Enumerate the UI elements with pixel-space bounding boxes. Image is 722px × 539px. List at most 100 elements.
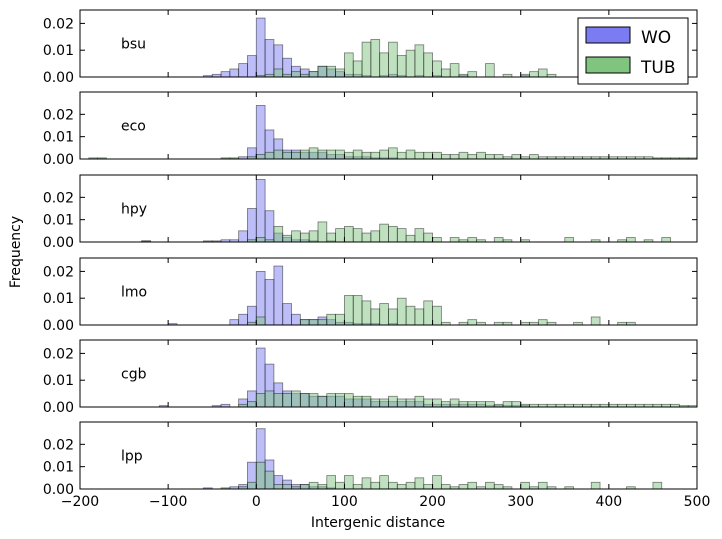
bar-tub <box>511 401 522 408</box>
bar-tub <box>476 151 486 160</box>
bar-tub <box>282 151 292 160</box>
bar-wo <box>220 71 231 78</box>
x-tick-label: −100 <box>149 494 187 510</box>
bar-wo <box>247 208 257 243</box>
bar-tub <box>299 149 310 160</box>
bar-tub <box>352 60 363 78</box>
bar-tub <box>414 308 425 326</box>
bar-tub <box>255 237 266 243</box>
shared-x-axis: −200 −100 0 100 200 300 400 500 <box>61 494 711 510</box>
bar-tub <box>255 316 266 326</box>
bar-tub <box>405 49 416 78</box>
y-tick-label: 0.00 <box>43 152 74 168</box>
panel-frame <box>79 257 698 326</box>
bar-tub <box>335 481 345 490</box>
bar-tub <box>370 39 381 78</box>
y-tick-label: 0.00 <box>43 482 74 498</box>
bar-tub <box>308 230 319 243</box>
bar-tub <box>405 481 416 490</box>
bar-tub <box>432 475 442 490</box>
bar-tub <box>335 149 345 160</box>
bar-tub <box>467 401 478 408</box>
bar-tub <box>529 154 539 160</box>
bar-tub <box>317 484 328 490</box>
bar-tub <box>291 230 301 243</box>
bar-tub <box>388 147 398 160</box>
y-tick-label: 0.00 <box>43 400 74 416</box>
bar-tub <box>308 481 319 490</box>
bar-tub <box>308 147 319 160</box>
bar-tub <box>361 151 372 160</box>
bar-tub <box>291 390 301 408</box>
bar-tub <box>264 151 275 160</box>
y-tick-label: 0.01 <box>43 130 74 146</box>
panel-frame <box>79 9 698 78</box>
series-wo-hpy <box>141 179 337 243</box>
bar-tub <box>352 149 363 160</box>
bar-tub <box>299 232 310 243</box>
bar-tub <box>282 393 292 408</box>
bar-tub <box>485 63 495 78</box>
panel-lpp: 0.00 0.01 0.02 lpp <box>43 421 698 498</box>
bar-tub <box>414 395 425 408</box>
bar-tub <box>414 151 425 160</box>
bar-tub <box>344 295 354 326</box>
bar-tub <box>432 398 442 408</box>
y-tick-label: 0.00 <box>43 318 74 334</box>
series-tub-bsu <box>255 39 557 78</box>
x-tick-label: 500 <box>684 494 711 510</box>
bar-tub <box>299 319 310 326</box>
panel-frame <box>79 91 698 160</box>
bar-tub <box>661 237 671 243</box>
bar-tub <box>344 225 354 243</box>
bar-tub <box>379 223 389 243</box>
bar-tub <box>247 401 257 408</box>
bar-tub <box>414 228 425 243</box>
bar-tub <box>255 393 266 408</box>
bar-tub <box>467 71 478 78</box>
bar-tub <box>361 232 372 243</box>
panel-label-bsu: bsu <box>121 37 146 53</box>
bar-tub <box>537 68 548 78</box>
bar-wo <box>229 68 240 78</box>
bar-wo <box>264 39 275 78</box>
bar-tub <box>564 237 574 243</box>
bar-tub <box>317 221 328 243</box>
bar-tub <box>626 237 636 243</box>
bar-tub <box>317 319 328 326</box>
bar-tub <box>396 55 407 78</box>
bar-wo <box>255 105 266 160</box>
bar-tub <box>388 41 398 78</box>
y-tick-label: 0.01 <box>43 460 74 476</box>
bar-tub <box>308 319 319 326</box>
bar-tub <box>449 398 460 408</box>
bar-tub <box>423 151 433 160</box>
bar-tub <box>255 154 266 160</box>
legend-label-wo: WO <box>641 28 671 48</box>
panel-label-eco: eco <box>121 119 146 135</box>
bar-tub <box>344 475 354 490</box>
bar-tub <box>370 398 381 408</box>
series-tub-eco <box>88 147 698 160</box>
bar-tub <box>282 484 292 490</box>
y-tick-label: 0.01 <box>43 213 74 229</box>
bar-tub <box>361 41 372 78</box>
bar-tub <box>388 225 398 243</box>
bar-tub <box>317 65 328 78</box>
bar-tub <box>370 230 381 243</box>
panel-frame <box>79 339 698 408</box>
bar-tub <box>405 149 416 160</box>
series-tub-cgb <box>238 390 698 408</box>
bar-tub <box>458 401 469 408</box>
bar-tub <box>273 484 284 490</box>
bar-tub <box>388 395 398 408</box>
bar-tub <box>458 151 469 160</box>
bar-tub <box>485 154 495 160</box>
bar-tub <box>493 237 504 243</box>
y-tick-label: 0.01 <box>43 291 74 307</box>
bar-tub <box>396 151 407 160</box>
bar-tub <box>396 228 407 243</box>
bar-tub <box>590 316 601 326</box>
x-axis-label: Intergenic distance <box>311 515 445 531</box>
